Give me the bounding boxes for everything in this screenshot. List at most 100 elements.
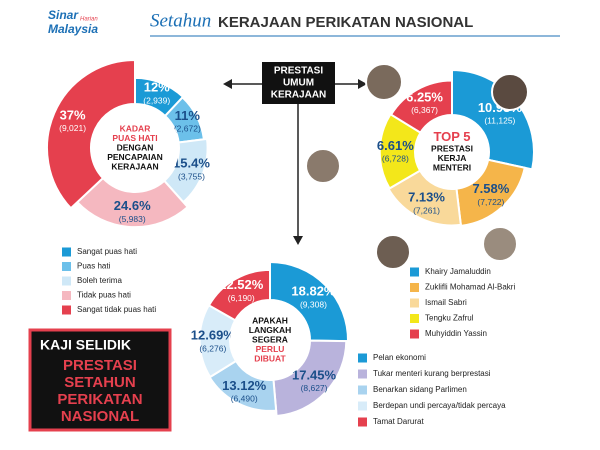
value-label: 24.6% — [114, 198, 151, 213]
count-label: (7,722) — [477, 197, 504, 207]
center-box-text: KERAJAAN — [271, 90, 327, 101]
legend-swatch — [358, 369, 367, 379]
value-label: 18.82% — [291, 284, 336, 299]
value-label: 7.58% — [472, 181, 509, 196]
survey-line: PERIKATAN — [57, 391, 142, 408]
rose-chart: 18.82%(9,308) 17.45%(8,627) 13.12%(6,490) 1… — [191, 260, 349, 418]
center-title: LANGKAH — [249, 325, 292, 335]
portrait — [482, 226, 518, 262]
legend-label: Tengku Zafrul — [425, 314, 474, 323]
count-label: (3,755) — [178, 171, 205, 181]
count-label: (2,672) — [174, 124, 201, 134]
legend-swatch — [410, 298, 419, 308]
legend-swatch — [410, 283, 419, 292]
center-title: SEGERA — [252, 334, 288, 344]
portrait — [305, 148, 341, 184]
count-label: (8,627) — [301, 383, 328, 393]
center-box: PRESTASI UMUM KERAJAAN — [223, 62, 367, 245]
center-subtitle: PENCAPAIAN — [107, 152, 163, 162]
legend-label: Zuklifli Mohamad Al-Bakri — [425, 283, 515, 292]
count-label: (11,125) — [484, 116, 515, 126]
value-label: 37% — [60, 107, 86, 122]
survey-box-bg — [30, 330, 170, 430]
center-subtitle: DIBUAT — [254, 353, 286, 363]
rose-chart: 10.93%(11,125)7.58%(7,722)7.13%(7,261)6.… — [377, 68, 535, 228]
center-disc — [415, 115, 489, 189]
center-title: APAKAH — [252, 315, 288, 325]
center-subtitle: KERJA — [438, 153, 467, 163]
legend-label: Tukar menteri kurang berprestasi — [373, 369, 491, 378]
count-label: (5,983) — [119, 214, 146, 224]
center-subtitle: PRESTASI — [431, 144, 473, 154]
count-label: (9,308) — [300, 299, 327, 309]
legend-swatch — [62, 305, 71, 315]
legend-label: Tidak puas hati — [77, 291, 131, 300]
legend-swatch — [62, 276, 71, 286]
count-label: (2,939) — [143, 95, 170, 105]
rose-segment — [269, 260, 349, 343]
legend-swatch — [410, 314, 419, 323]
legend-label: Pelan ekonomi — [373, 353, 426, 362]
count-label: (6,367) — [411, 105, 438, 115]
legend-label: Tamat Darurat — [373, 417, 424, 426]
legend-label: Muhyiddin Yassin — [425, 329, 487, 338]
value-label: 17.45% — [292, 367, 337, 382]
logo-text: Harian — [80, 17, 98, 23]
count-label: (6,728) — [382, 154, 409, 164]
center-subtitle: MENTERI — [433, 163, 471, 173]
legend-label: Ismail Sabri — [425, 298, 467, 307]
center-box-bg — [262, 62, 335, 104]
legend-swatch — [410, 267, 419, 277]
value-label: 15.4% — [173, 156, 210, 171]
count-label: (7,261) — [413, 205, 440, 215]
value-label: 12% — [144, 80, 170, 95]
logo-text: Sinar — [48, 8, 79, 22]
survey-box-border — [28, 328, 172, 432]
center-title: PUAS HATI — [112, 133, 157, 143]
center-subtitle: PERLU — [256, 344, 285, 354]
legend-label: Boleh terima — [77, 276, 122, 285]
portrait — [375, 234, 411, 270]
center-title: TOP 5 — [433, 129, 470, 144]
survey-line: PRESTASI — [63, 357, 137, 374]
legend-label: Sangat puas hati — [77, 247, 137, 256]
count-label: (6,490) — [231, 394, 258, 404]
legend-label: Berdepan undi percaya/tidak percaya — [373, 401, 506, 410]
portrait — [491, 73, 529, 111]
value-label: 6.25% — [406, 89, 443, 104]
center-box-text: PRESTASI — [274, 66, 323, 77]
header: Sinar Harian Malaysia Setahun KERAJAAN P… — [48, 8, 560, 37]
legend-swatch — [358, 401, 367, 411]
survey-tag: KAJI SELIDIK — [40, 337, 131, 353]
rose-chart: 12%(2,939) 11%(2,672) 15.4%(3,755) 24.6%(5,… — [46, 58, 210, 229]
legend: Pelan ekonomi Tukar menteri kurang berpre… — [358, 353, 506, 427]
legend: Sangat puas hati Puas hati Boleh terima Tid… — [62, 247, 156, 315]
count-label: (9,021) — [59, 123, 86, 133]
legend-swatch — [358, 417, 367, 427]
legend-swatch — [358, 385, 367, 395]
legend-swatch — [62, 247, 71, 257]
logo-text: Malaysia — [48, 22, 98, 36]
value-label: 12.52% — [219, 277, 264, 292]
center-box-text: UMUM — [283, 78, 314, 89]
script-title: Setahun — [150, 10, 211, 31]
value-label: 7.13% — [408, 190, 445, 205]
survey-line: NASIONAL — [61, 408, 139, 425]
arrow-head — [358, 79, 367, 89]
survey-box: KAJI SELIDIK PRESTASI SETAHUN PERIKATAN … — [28, 328, 172, 432]
legend-swatch — [62, 262, 71, 271]
center-disc — [230, 300, 310, 380]
count-label: (6,276) — [199, 343, 226, 353]
legend-label: Khairy Jamaluddin — [425, 267, 491, 276]
arrow-head — [293, 236, 303, 245]
legend-swatch — [410, 329, 419, 339]
value-label: 12.69% — [191, 327, 236, 342]
survey-line: SETAHUN — [64, 374, 135, 391]
header-title: KERAJAAN PERIKATAN NASIONAL — [218, 14, 473, 31]
center-subtitle: DENGAN — [117, 142, 154, 152]
value-label: 11% — [175, 108, 201, 123]
legend: Khairy Jamaluddin Zuklifli Mohamad Al-Bak… — [410, 267, 515, 339]
legend-label: Puas hati — [77, 262, 111, 271]
portraits — [305, 63, 529, 270]
